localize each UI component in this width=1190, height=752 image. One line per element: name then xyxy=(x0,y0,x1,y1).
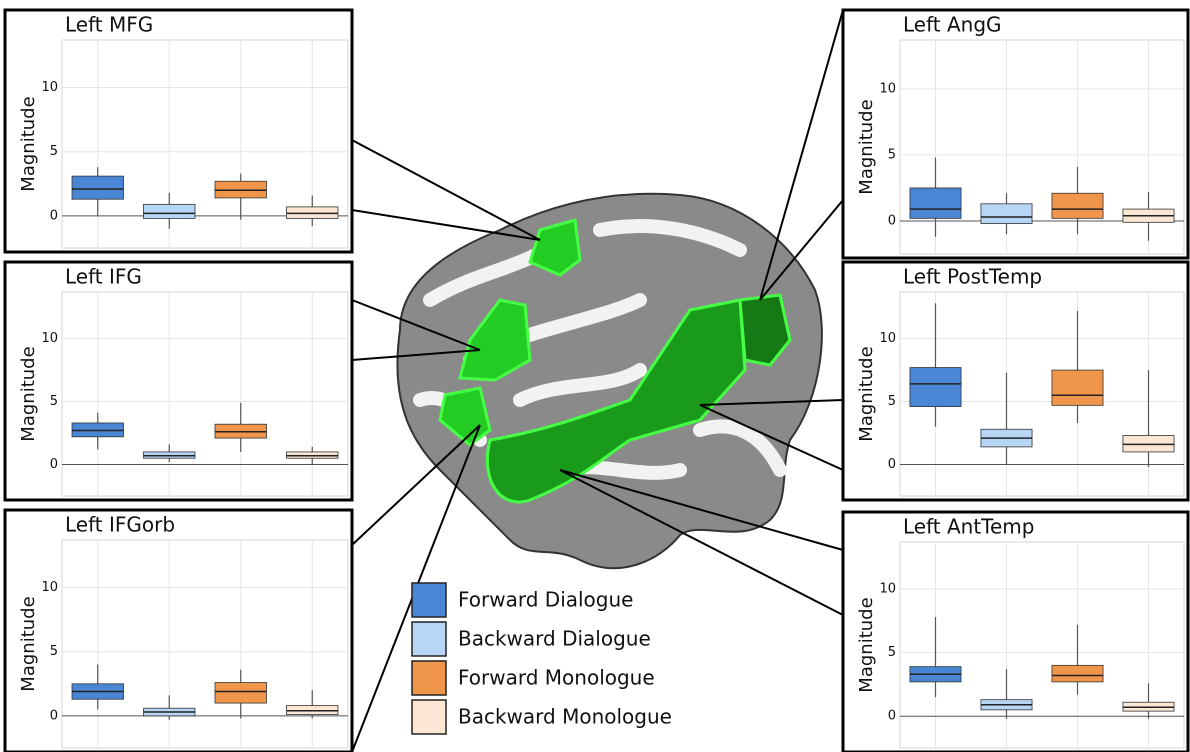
y-axis-label: Magnitude xyxy=(18,96,39,191)
legend: Forward Dialogue Backward Dialogue Forward… xyxy=(412,583,672,734)
box xyxy=(910,188,961,218)
y-tick-label: 10 xyxy=(41,331,58,346)
y-axis-label: Magnitude xyxy=(18,596,39,691)
plot-area xyxy=(900,542,1184,748)
y-tick-label: 5 xyxy=(50,394,58,409)
y-tick-label: 10 xyxy=(41,80,58,95)
box xyxy=(981,204,1032,224)
legend-label: Forward Monologue xyxy=(458,666,655,690)
y-tick-label: 5 xyxy=(888,147,896,162)
panel-title: Left MFG xyxy=(65,13,153,37)
box xyxy=(72,176,123,199)
figure: Forward Dialogue Backward Dialogue Forward… xyxy=(0,0,1190,752)
y-tick-label: 10 xyxy=(879,582,896,597)
y-tick-label: 0 xyxy=(888,213,896,228)
panel: 0 5 10 Left IFG Magnitude xyxy=(5,262,352,500)
legend-label: Backward Dialogue xyxy=(458,627,651,651)
y-axis-label: Magnitude xyxy=(856,99,877,194)
y-tick-label: 0 xyxy=(50,708,58,723)
legend-label: Forward Dialogue xyxy=(458,588,633,612)
y-tick-label: 5 xyxy=(888,645,896,660)
box xyxy=(1052,370,1103,405)
y-tick-label: 5 xyxy=(888,394,896,409)
brain xyxy=(397,194,821,568)
panel-title: Left IFGorb xyxy=(65,513,175,537)
panel-title: Left AngG xyxy=(903,13,1002,37)
legend-swatch xyxy=(412,661,446,695)
legend-swatch xyxy=(412,622,446,656)
plot-area xyxy=(62,292,348,496)
box xyxy=(1052,193,1103,218)
box xyxy=(144,204,195,218)
panel: 0 5 10 Left MFG Magnitude xyxy=(5,10,352,252)
y-tick-label: 5 xyxy=(50,644,58,659)
panel-title: Left IFG xyxy=(65,265,142,289)
y-axis-label: Magnitude xyxy=(856,346,877,441)
y-tick-label: 0 xyxy=(888,709,896,724)
y-tick-label: 0 xyxy=(888,457,896,472)
y-tick-label: 0 xyxy=(50,457,58,472)
box xyxy=(1052,665,1103,682)
plot-area xyxy=(62,540,348,748)
panel: 0 5 10 Left PostTemp Magnitude xyxy=(843,262,1188,500)
y-tick-label: 10 xyxy=(41,580,58,595)
panel: 0 5 10 Left AntTemp Magnitude xyxy=(843,512,1188,752)
panel: 0 5 10 Left IFGorb Magnitude xyxy=(5,510,352,752)
y-axis-label: Magnitude xyxy=(18,346,39,441)
panel-title: Left PostTemp xyxy=(903,265,1042,289)
y-tick-label: 0 xyxy=(50,208,58,223)
panel-title: Left AntTemp xyxy=(903,515,1034,539)
legend-swatch xyxy=(412,700,446,734)
y-axis-label: Magnitude xyxy=(856,597,877,692)
y-tick-label: 10 xyxy=(879,81,896,96)
box xyxy=(215,683,266,704)
y-tick-label: 10 xyxy=(879,331,896,346)
box xyxy=(910,368,961,407)
panel: 0 5 10 Left AngG Magnitude xyxy=(843,10,1188,258)
legend-label: Backward Monologue xyxy=(458,705,672,729)
y-tick-label: 5 xyxy=(50,144,58,159)
legend-swatch xyxy=(412,583,446,617)
